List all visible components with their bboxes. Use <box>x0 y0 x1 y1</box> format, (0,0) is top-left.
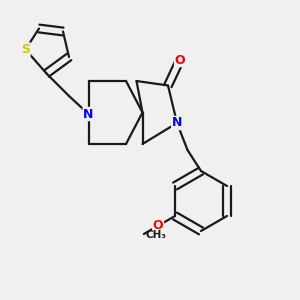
Text: CH₃: CH₃ <box>145 230 166 241</box>
Text: N: N <box>172 116 182 130</box>
Text: S: S <box>21 43 30 56</box>
Text: N: N <box>83 107 94 121</box>
Text: O: O <box>175 53 185 67</box>
Text: O: O <box>153 219 164 232</box>
